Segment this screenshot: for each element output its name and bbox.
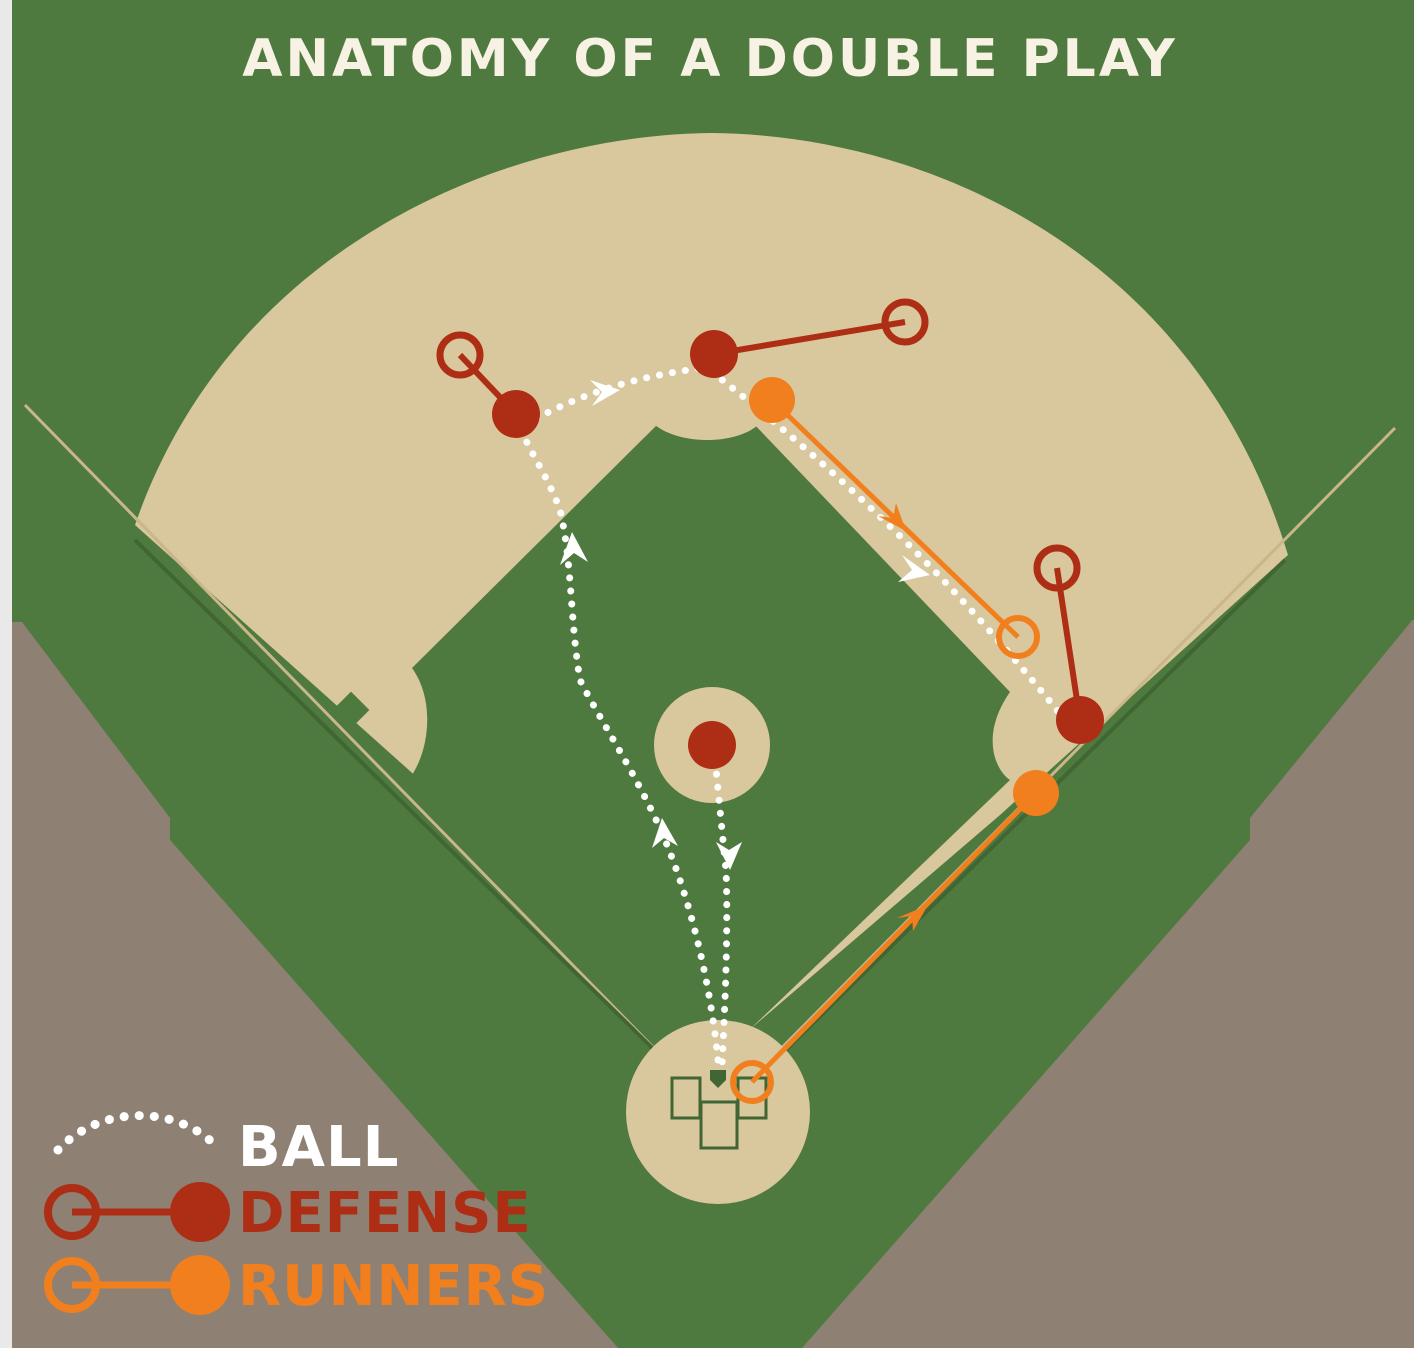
second-base-dirt: [655, 397, 758, 440]
defense-first-baseman: [1033, 544, 1104, 744]
defense-pitcher: [688, 721, 736, 769]
ball-path-pitch: [710, 744, 731, 1069]
home-plate: [710, 1070, 726, 1088]
runner-batter: [730, 770, 1059, 1104]
legend-defense-label: DEFENSE: [238, 1181, 532, 1246]
first-base-line-edge: [748, 558, 1287, 1087]
runner-first-to-second: [749, 377, 1040, 659]
left-edge-strip: [0, 0, 12, 1348]
legend-defense-symbol: [44, 1182, 230, 1242]
legend-ball-label: BALL: [238, 1115, 399, 1180]
third-base-line-edge: [133, 538, 692, 1087]
defense-second-baseman: [690, 298, 929, 378]
legend: BALL DEFENSE RUNNERS: [44, 1111, 549, 1319]
ball-arrowheads: [560, 380, 930, 870]
third-base-foul-line: [23, 403, 692, 1087]
legend-ball-symbol: [53, 1111, 220, 1155]
defense-shortstop: [436, 331, 540, 438]
diagram-title: ANATOMY OF A DOUBLE PLAY: [242, 29, 1177, 89]
ball-path-grounder: [518, 426, 722, 1064]
legend-runners-label: RUNNERS: [238, 1254, 549, 1319]
legend-runners-symbol: [44, 1255, 230, 1315]
third-base-bag: [332, 691, 370, 729]
